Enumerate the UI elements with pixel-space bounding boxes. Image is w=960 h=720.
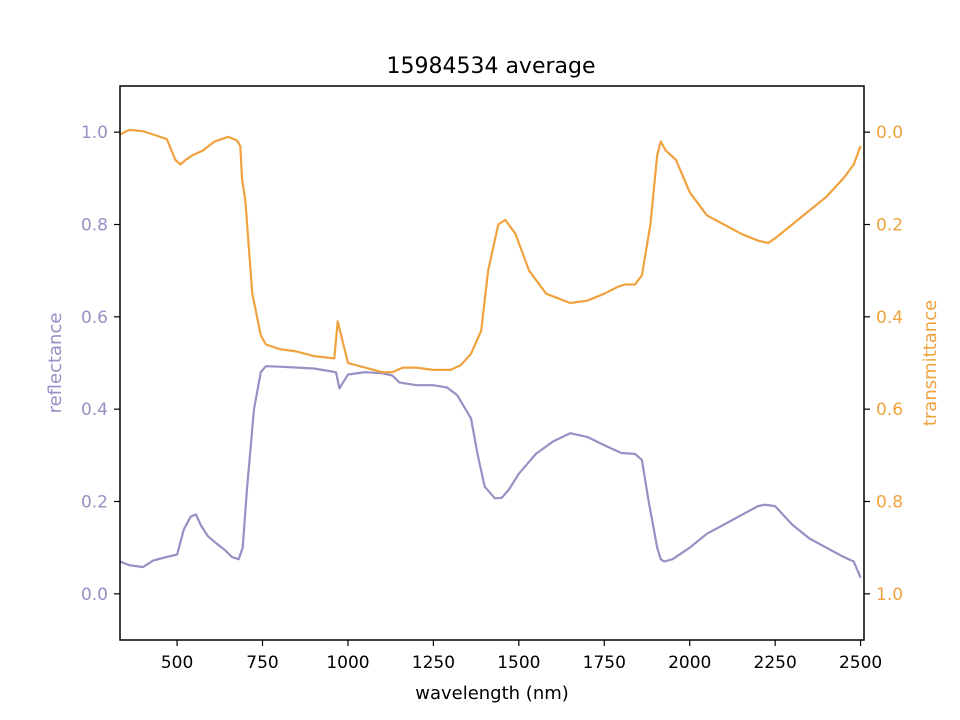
right-y-tick-label: 1.0 [876,585,903,605]
left-y-tick-label: 0.4 [81,400,108,420]
left-y-axis: 0.0 0.2 0.4 0.6 0.8 1.0 [81,123,120,605]
plot-frame [119,85,865,641]
right-y-tick-label: 0.8 [876,493,903,513]
x-tick-label: 1750 [583,653,626,673]
left-y-tick-label: 0.8 [81,216,108,236]
x-axis: 500 750 1000 1250 1500 1750 2000 2250 2500 [161,640,882,673]
x-tick-label: 1000 [326,653,369,673]
series-layer [119,128,862,579]
right-y-axis-label: transmittance [920,300,941,426]
x-tick-label: 500 [161,653,193,673]
left-y-tick-label: 1.0 [81,123,108,143]
x-axis-label: wavelength (nm) [415,683,569,704]
left-y-tick-label: 0.6 [81,308,108,328]
x-tick-label: 2500 [839,653,882,673]
x-tick-label: 1500 [497,653,540,673]
right-y-tick-label: 0.0 [876,123,903,143]
x-tick-label: 2000 [668,653,711,673]
x-tick-label: 1250 [412,653,455,673]
x-tick-label: 750 [246,653,278,673]
right-y-tick-label: 0.4 [876,308,903,328]
right-y-tick-label: 0.6 [876,400,903,420]
chart-title: 15984534 average [386,54,595,79]
x-tick-label: 2250 [754,653,797,673]
reflectance-line [119,365,862,579]
left-y-tick-label: 0.0 [81,585,108,605]
left-y-axis-label: reflectance [45,313,66,414]
left-y-tick-label: 0.2 [81,493,108,513]
right-y-tick-label: 0.2 [876,216,903,236]
transmittance-line [119,128,862,374]
right-y-axis: 0.0 0.2 0.4 0.6 0.8 1.0 [864,123,903,605]
